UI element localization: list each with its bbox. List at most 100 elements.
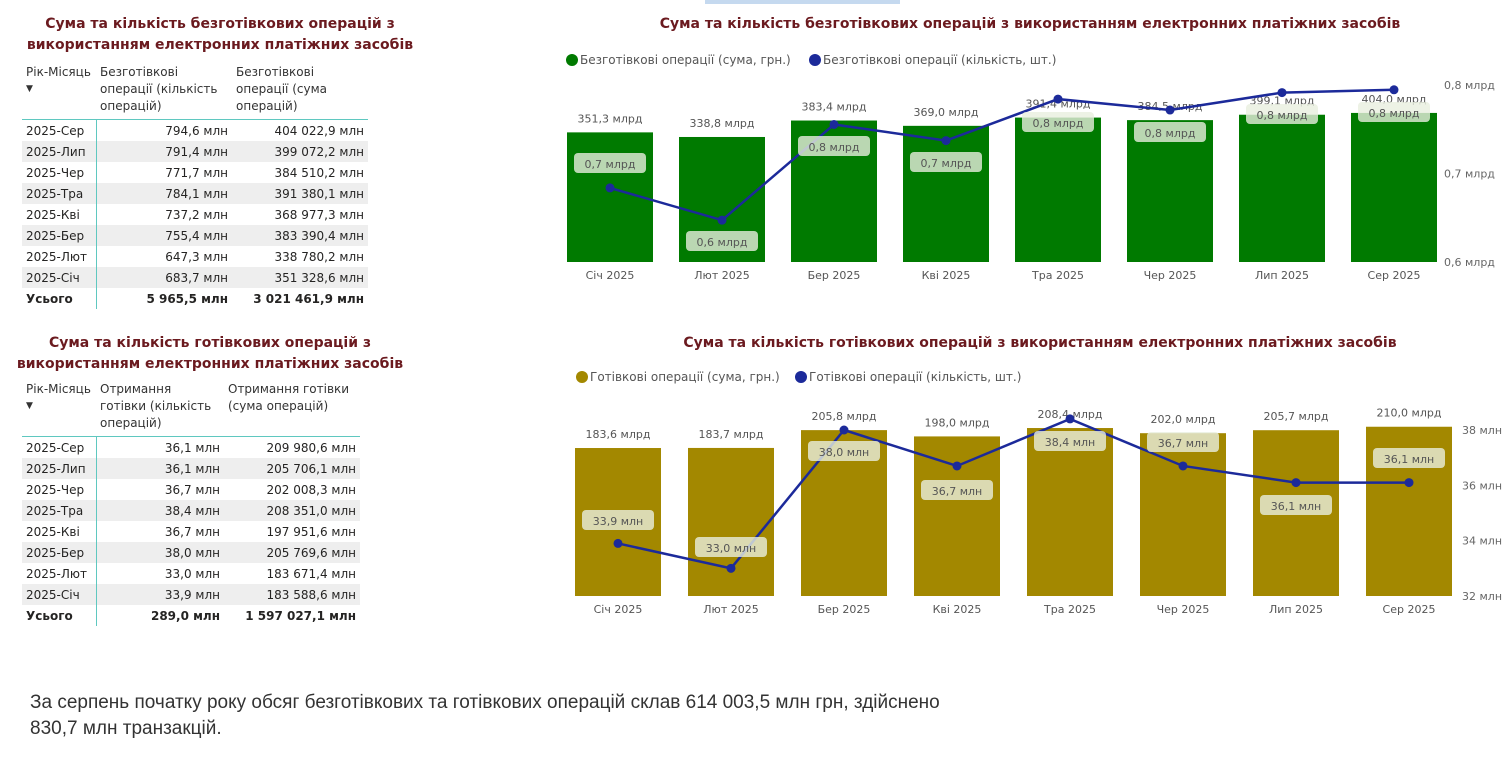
table-cell: 2025-Бер xyxy=(22,225,97,246)
table-cell: 2025-Бер xyxy=(22,542,97,563)
total-row: Усього 289,0 млн 1 597 027,1 млн xyxy=(22,605,360,626)
table-cell: 2025-Січ xyxy=(22,584,97,605)
table-cell: 183 671,4 млн xyxy=(266,566,356,581)
x-tick-label: Бер 2025 xyxy=(808,269,861,282)
line-label-box xyxy=(686,231,758,251)
line-point xyxy=(605,183,615,193)
table-cell: 209 980,6 млн xyxy=(266,440,356,455)
x-tick-label: Лип 2025 xyxy=(1269,603,1323,616)
table-cell: 794,6 млн xyxy=(165,123,228,138)
total-cell: Усього xyxy=(22,288,97,309)
table-row: 2025-Чер 36,7 млн 202 008,3 млн xyxy=(22,479,360,500)
line-point xyxy=(839,425,849,435)
bar-data-label: 205,7 млрд xyxy=(1264,410,1329,423)
table-cell: 208 351,0 млн xyxy=(224,500,360,521)
table-cell: 2025-Тра xyxy=(22,183,97,204)
bar xyxy=(1127,120,1213,262)
bar-data-label: 183,7 млрд xyxy=(699,428,764,441)
total-row: Усього 5 965,5 млн 3 021 461,9 млн xyxy=(22,288,368,309)
legend-marker-icon xyxy=(576,371,588,383)
table-cell: 2025-Лип xyxy=(22,141,97,162)
table-cell: 683,7 млн xyxy=(96,267,232,288)
bar xyxy=(1351,112,1437,262)
table-row: 2025-Кві 36,7 млн 197 951,6 млн xyxy=(22,521,360,542)
table-row: 2025-Лют 33,0 млн 183 671,4 млн xyxy=(22,563,360,584)
y2-tick-label: 32 млн xyxy=(1462,590,1502,603)
legend-label: Готівкові операції (кількість, шт.) xyxy=(809,370,1021,384)
x-tick-label: Чер 2025 xyxy=(1157,603,1210,616)
column-header[interactable]: Рік-Місяць ▼ xyxy=(22,381,96,437)
line-label-box xyxy=(808,441,880,461)
sort-desc-icon[interactable]: ▼ xyxy=(26,401,33,411)
table-cell: 38,0 млн xyxy=(96,542,224,563)
line-label-box xyxy=(1147,432,1219,452)
column-header[interactable]: Безготівкові операції (сума операцій) xyxy=(232,64,368,120)
table-row: 2025-Бер 38,0 млн 205 769,6 млн xyxy=(22,542,360,563)
line-label-box xyxy=(582,510,654,530)
line-label-box xyxy=(1022,112,1094,132)
x-tick-label: Кві 2025 xyxy=(922,269,971,282)
x-tick-label: Тра 2025 xyxy=(1031,269,1084,282)
bar xyxy=(688,447,774,596)
line-label-box xyxy=(1373,448,1445,468)
bar xyxy=(1027,428,1113,596)
line-point xyxy=(1065,414,1075,424)
line-point xyxy=(1277,88,1287,98)
table-cell: 368 977,3 млн xyxy=(274,207,364,222)
table-row: 2025-Чер 771,7 млн 384 510,2 млн xyxy=(22,162,368,183)
line-point xyxy=(1053,94,1063,104)
line-label-box xyxy=(1358,102,1430,122)
bar-data-label: 183,6 млрд xyxy=(586,428,651,441)
line-data-label: 36,1 млн xyxy=(1384,453,1435,466)
table-cell: 183 588,6 млн xyxy=(224,584,360,605)
line-data-label: 36,7 млн xyxy=(932,485,983,498)
x-tick-label: Тра 2025 xyxy=(1043,603,1096,616)
line-point xyxy=(1291,478,1301,488)
line-label-box xyxy=(798,136,870,156)
line-data-label: 33,9 млн xyxy=(593,515,644,528)
column-header[interactable]: Отримання готівки (кількість операцій) xyxy=(96,381,224,437)
top-accent-bar xyxy=(705,0,900,4)
table-row: 2025-Сер 36,1 млн 209 980,6 млн xyxy=(22,436,360,458)
table-cell: 784,1 млн xyxy=(96,183,232,204)
line-data-label: 0,8 млрд xyxy=(809,141,860,154)
table-cell: 647,3 млн xyxy=(165,249,228,264)
x-tick-label: Лют 2025 xyxy=(694,269,749,282)
legend-marker-icon xyxy=(809,54,821,66)
table-cell: 351 328,6 млн xyxy=(232,267,368,288)
table-cell: 2025-Чер xyxy=(22,479,97,500)
line-label-box xyxy=(574,153,646,173)
line-label-box xyxy=(910,152,982,172)
table-cell: 383 390,4 млн xyxy=(232,225,368,246)
line-data-label: 0,7 млрд xyxy=(585,158,636,171)
sort-desc-icon[interactable]: ▼ xyxy=(26,84,33,94)
line-data-label: 0,8 млрд xyxy=(1369,107,1420,120)
legend-label: Безготівкові операції (кількість, шт.) xyxy=(823,53,1056,67)
table-cell: 384 510,2 млн xyxy=(274,165,364,180)
table-cell: 197 951,6 млн xyxy=(266,524,356,539)
table-cell: 2025-Кві xyxy=(22,204,97,225)
table-cell: 404 022,9 млн xyxy=(274,123,364,138)
table-row: 2025-Сер 794,6 млн 404 022,9 млн xyxy=(22,119,368,141)
x-tick-label: Бер 2025 xyxy=(818,603,871,616)
table-cell: 338 780,2 млн xyxy=(274,249,364,264)
table2-title: Сума та кількість готівкових операцій з … xyxy=(16,335,404,372)
table-cell: 205 706,1 млн xyxy=(224,458,360,479)
y2-tick-label: 0,7 млрд xyxy=(1444,168,1495,181)
bar-data-label: 351,3 млрд xyxy=(578,112,643,125)
x-tick-label: Сер 2025 xyxy=(1383,603,1436,616)
cash-table: Рік-Місяць ▼ Отримання готівки (кількість … xyxy=(22,381,360,626)
table-cell: 33,0 млн xyxy=(164,566,220,581)
bar-data-label: 202,0 млрд xyxy=(1151,413,1216,426)
table-cell: 2025-Лип xyxy=(22,458,97,479)
y2-tick-label: 0,6 млрд xyxy=(1444,256,1495,269)
bar-data-label: 210,0 млрд xyxy=(1377,407,1442,420)
bar xyxy=(1015,117,1101,263)
y2-tick-label: 0,8 млрд xyxy=(1444,79,1495,92)
column-header[interactable]: Безготівкові операції (кількість операці… xyxy=(96,64,232,120)
column-header[interactable]: Отримання готівки (сума операцій) xyxy=(224,381,360,437)
column-header[interactable]: Рік-Місяць ▼ xyxy=(22,64,96,120)
table-cell: 36,7 млн xyxy=(164,482,220,497)
table-cell: 737,2 млн xyxy=(165,207,228,222)
table-row: 2025-Лют 647,3 млн 338 780,2 млн xyxy=(22,246,368,267)
